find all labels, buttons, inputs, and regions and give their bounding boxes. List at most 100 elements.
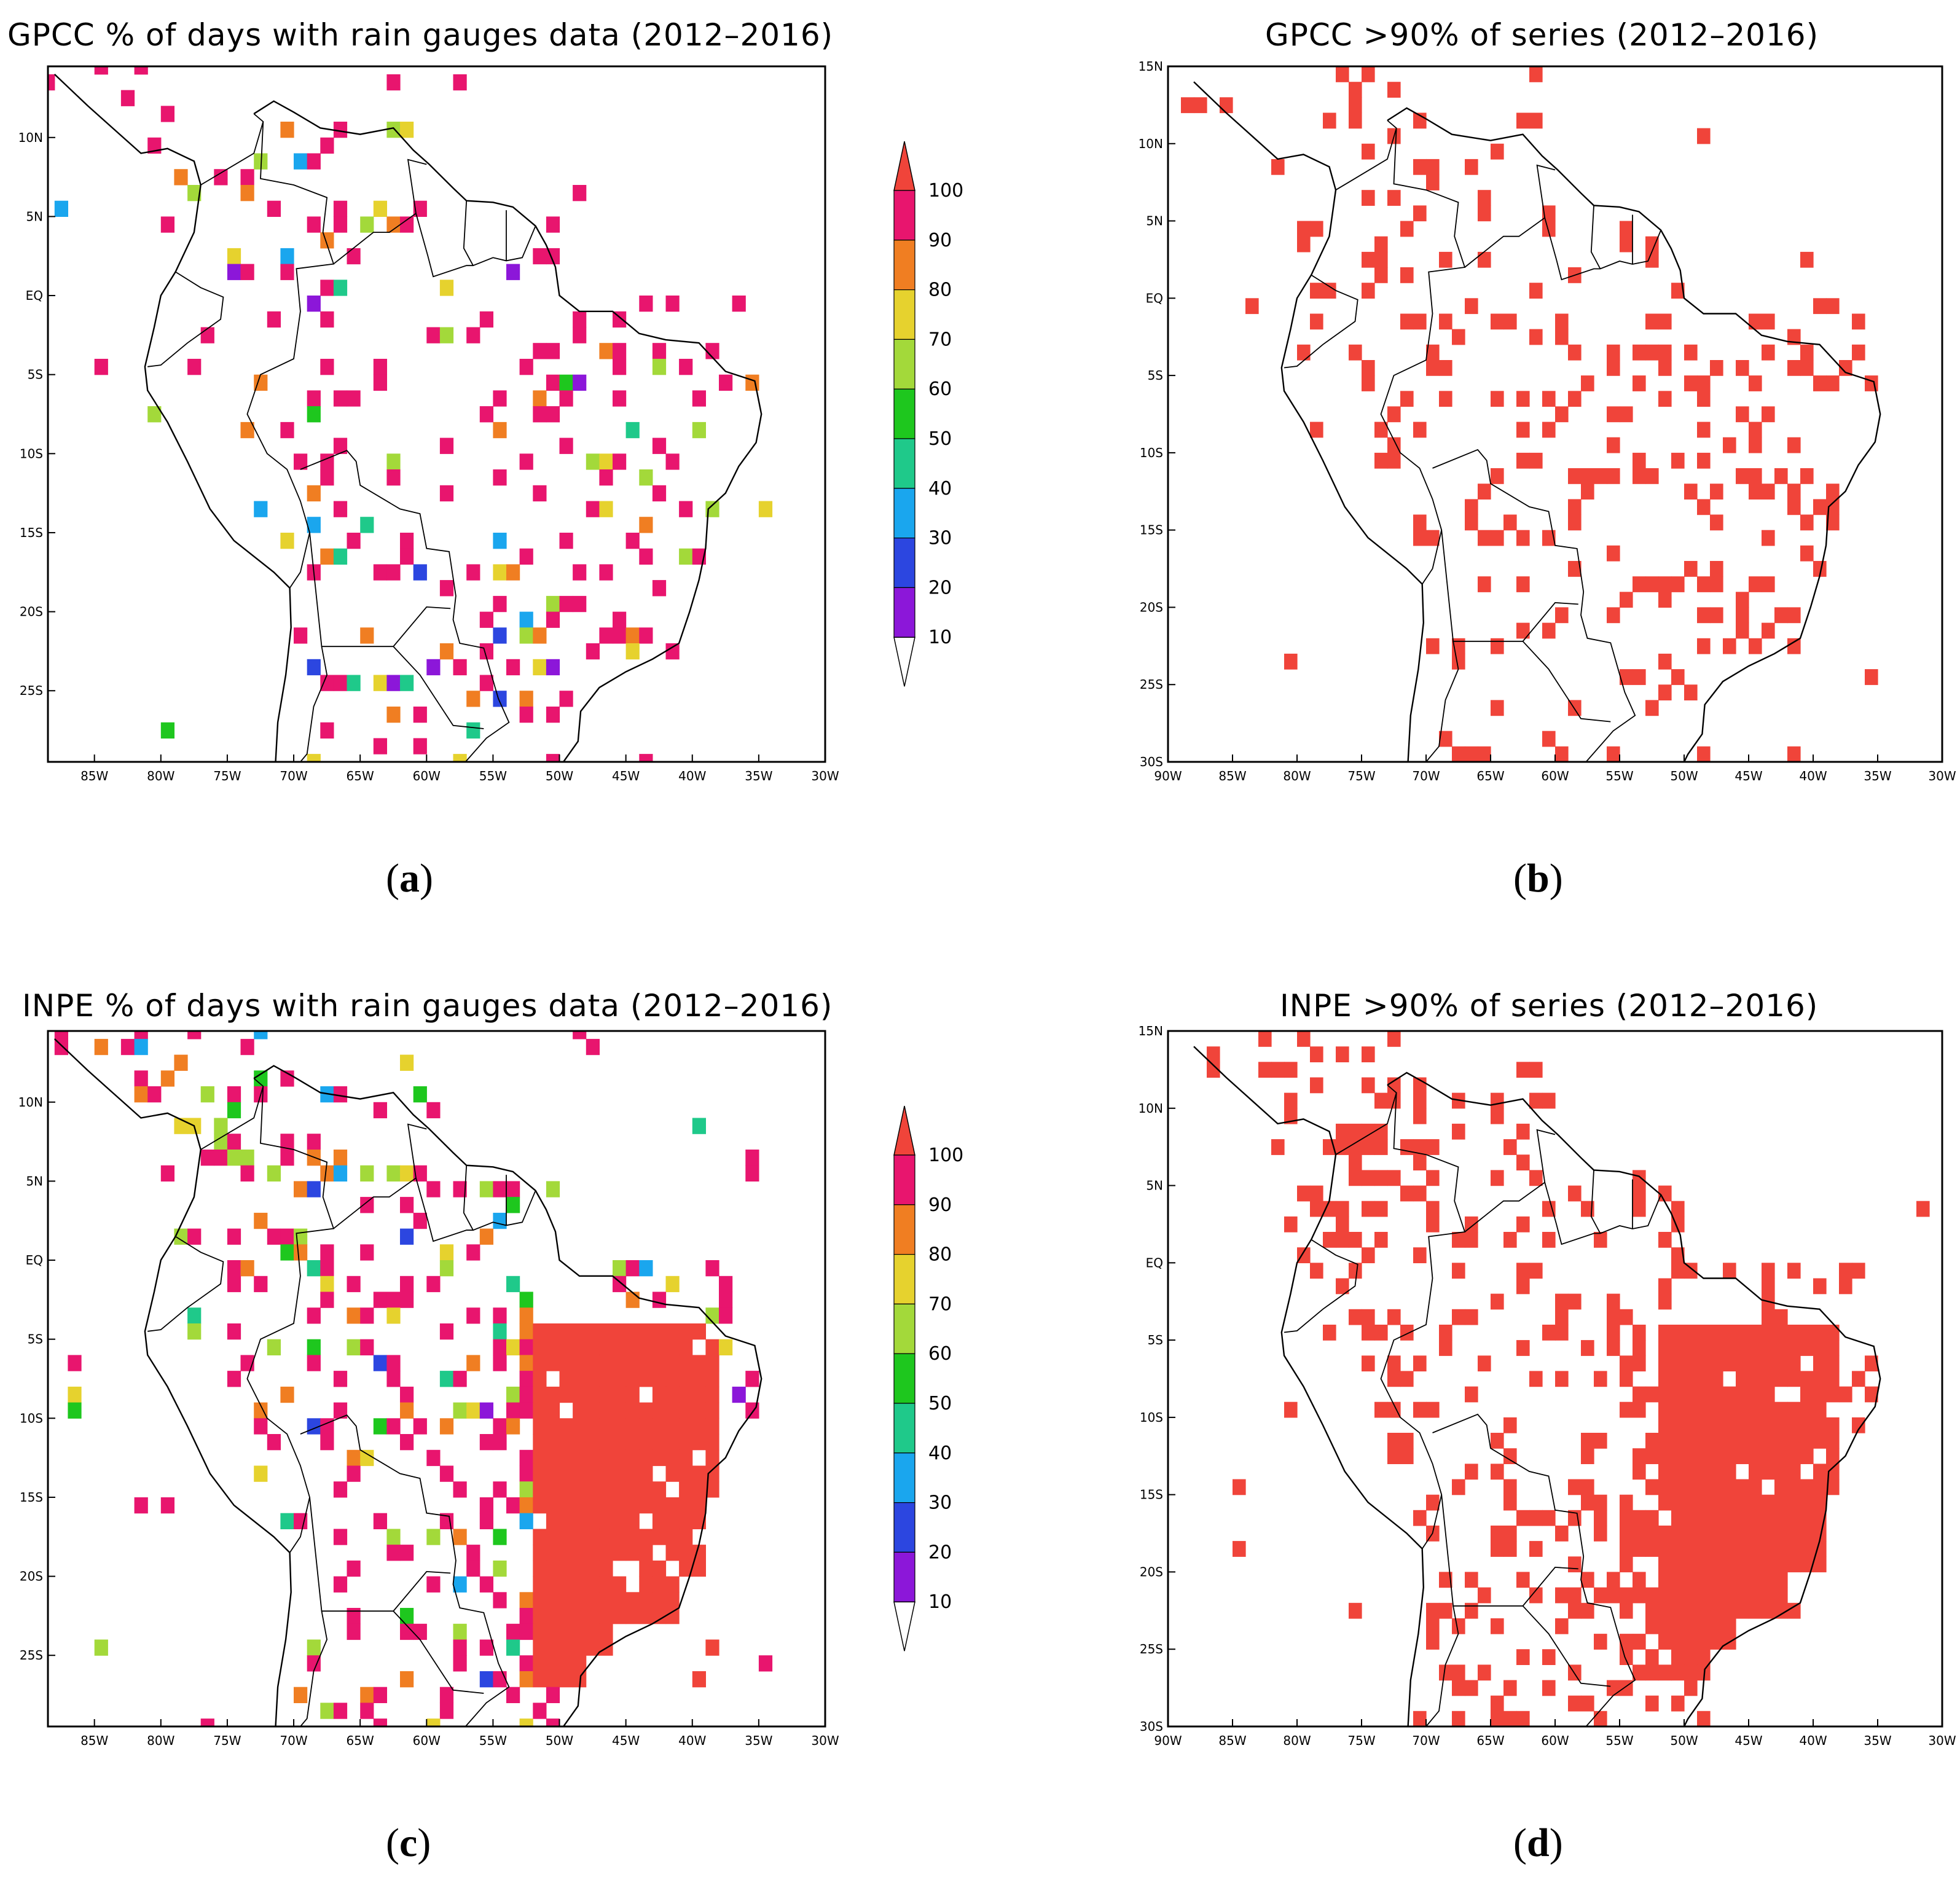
grid-cell xyxy=(1749,1494,1762,1511)
grid-cell xyxy=(294,1513,308,1529)
grid-cell xyxy=(1503,1494,1517,1511)
colorbar-label: 80 xyxy=(928,1244,952,1266)
grid-cell xyxy=(1787,1464,1801,1480)
grid-cell xyxy=(1762,344,1775,361)
grid-cell xyxy=(559,1355,573,1371)
grid-cell xyxy=(1774,1602,1788,1619)
grid-cell xyxy=(1684,1587,1698,1604)
grid-cell xyxy=(479,1671,493,1688)
grid-cell xyxy=(1826,1325,1840,1341)
grid-cell xyxy=(559,1418,573,1435)
grid-cell xyxy=(1620,1587,1633,1604)
y-tick-label: EQ xyxy=(1146,291,1163,305)
grid-cell xyxy=(1400,391,1414,407)
grid-cell xyxy=(1684,1401,1698,1418)
grid-cell xyxy=(1826,1340,1840,1356)
grid-cell xyxy=(200,327,214,343)
grid-cell xyxy=(573,1560,587,1577)
grid-cell xyxy=(1310,1201,1323,1217)
grid-cell xyxy=(533,1608,547,1624)
grid-cell xyxy=(1607,1587,1620,1604)
grid-cell xyxy=(559,1623,573,1640)
grid-cell xyxy=(639,1608,653,1624)
grid-cell xyxy=(1671,1464,1685,1480)
grid-cell xyxy=(613,1513,627,1529)
grid-cell xyxy=(1529,1092,1543,1109)
grid-cell xyxy=(665,1513,680,1529)
grid-cell xyxy=(679,1323,693,1340)
grid-cell xyxy=(360,627,374,644)
grid-cell xyxy=(240,1150,254,1166)
grid-cell xyxy=(1749,1340,1762,1356)
grid-cell xyxy=(599,1513,613,1529)
grid-cell xyxy=(1633,1401,1646,1418)
grid-cell xyxy=(1762,1541,1775,1557)
grid-cell xyxy=(1645,468,1659,484)
grid-cell xyxy=(1413,530,1427,546)
grid-cell xyxy=(1362,143,1375,160)
grid-cell xyxy=(479,1639,493,1656)
grid-cell xyxy=(1684,1433,1698,1449)
grid-cell xyxy=(665,1497,680,1514)
grid-cell xyxy=(333,122,348,138)
grid-cell xyxy=(546,1560,560,1577)
grid-cell xyxy=(1697,638,1711,654)
grid-cell xyxy=(652,1513,667,1529)
grid-cell xyxy=(466,1307,480,1324)
grid-cell xyxy=(613,1386,627,1403)
grid-cell xyxy=(1503,514,1517,531)
grid-cell xyxy=(599,1355,613,1371)
grid-cell xyxy=(506,1639,520,1656)
grid-cell xyxy=(386,1355,401,1371)
grid-cell xyxy=(533,1323,547,1340)
grid-cell xyxy=(1774,1479,1788,1495)
grid-cell xyxy=(1516,1216,1530,1232)
colorbar-label: 30 xyxy=(928,1492,952,1514)
grid-cell xyxy=(1658,1587,1672,1604)
colorbar-label: 70 xyxy=(928,1293,952,1315)
grid-cell xyxy=(1762,1556,1775,1573)
grid-cell xyxy=(1633,1572,1646,1588)
grid-cell xyxy=(1478,251,1491,268)
grid-cell xyxy=(1762,1587,1775,1604)
grid-cell xyxy=(586,1481,600,1498)
grid-cell xyxy=(1710,1556,1723,1573)
grid-cell xyxy=(1607,1572,1620,1588)
grid-cell xyxy=(386,675,401,691)
grid-cell xyxy=(546,659,560,676)
grid-cell xyxy=(519,1291,533,1308)
grid-cell xyxy=(546,374,560,391)
x-tick-label: 30W xyxy=(811,1733,839,1748)
grid-cell xyxy=(652,1371,667,1387)
grid-cell xyxy=(1542,1680,1556,1696)
x-tick-label: 80W xyxy=(1283,1733,1311,1748)
grid-cell xyxy=(625,1545,640,1561)
grid-cell xyxy=(1813,1556,1827,1573)
grid-cell xyxy=(1387,1433,1401,1449)
y-tick-label: 20S xyxy=(1140,1564,1163,1579)
grid-cell xyxy=(1749,1541,1762,1557)
grid-cell xyxy=(599,1465,613,1482)
grid-cell xyxy=(546,216,560,233)
x-tick-label: 75W xyxy=(1347,1733,1375,1748)
grid-cell xyxy=(1787,1401,1801,1418)
panel-c-caption: (c) xyxy=(386,1820,431,1865)
grid-cell xyxy=(1336,1232,1349,1248)
grid-cell xyxy=(758,1655,773,1672)
grid-cell xyxy=(1697,1526,1711,1542)
grid-cell xyxy=(613,1276,627,1293)
grid-cell xyxy=(333,675,348,691)
grid-cell xyxy=(386,707,401,723)
panel-d-title-text: >90% of series (2012–2016) xyxy=(1362,988,1819,1024)
grid-cell xyxy=(1607,344,1620,361)
grid-cell xyxy=(307,1181,321,1197)
grid-cell xyxy=(1736,1494,1749,1511)
grid-cell xyxy=(1658,1634,1672,1650)
grid-cell xyxy=(453,1481,467,1498)
grid-cell xyxy=(1723,1510,1736,1526)
grid-cell xyxy=(1620,1494,1633,1511)
grid-cell xyxy=(1658,1479,1672,1495)
grid-cell xyxy=(613,1260,627,1277)
grid-cell xyxy=(546,406,560,423)
